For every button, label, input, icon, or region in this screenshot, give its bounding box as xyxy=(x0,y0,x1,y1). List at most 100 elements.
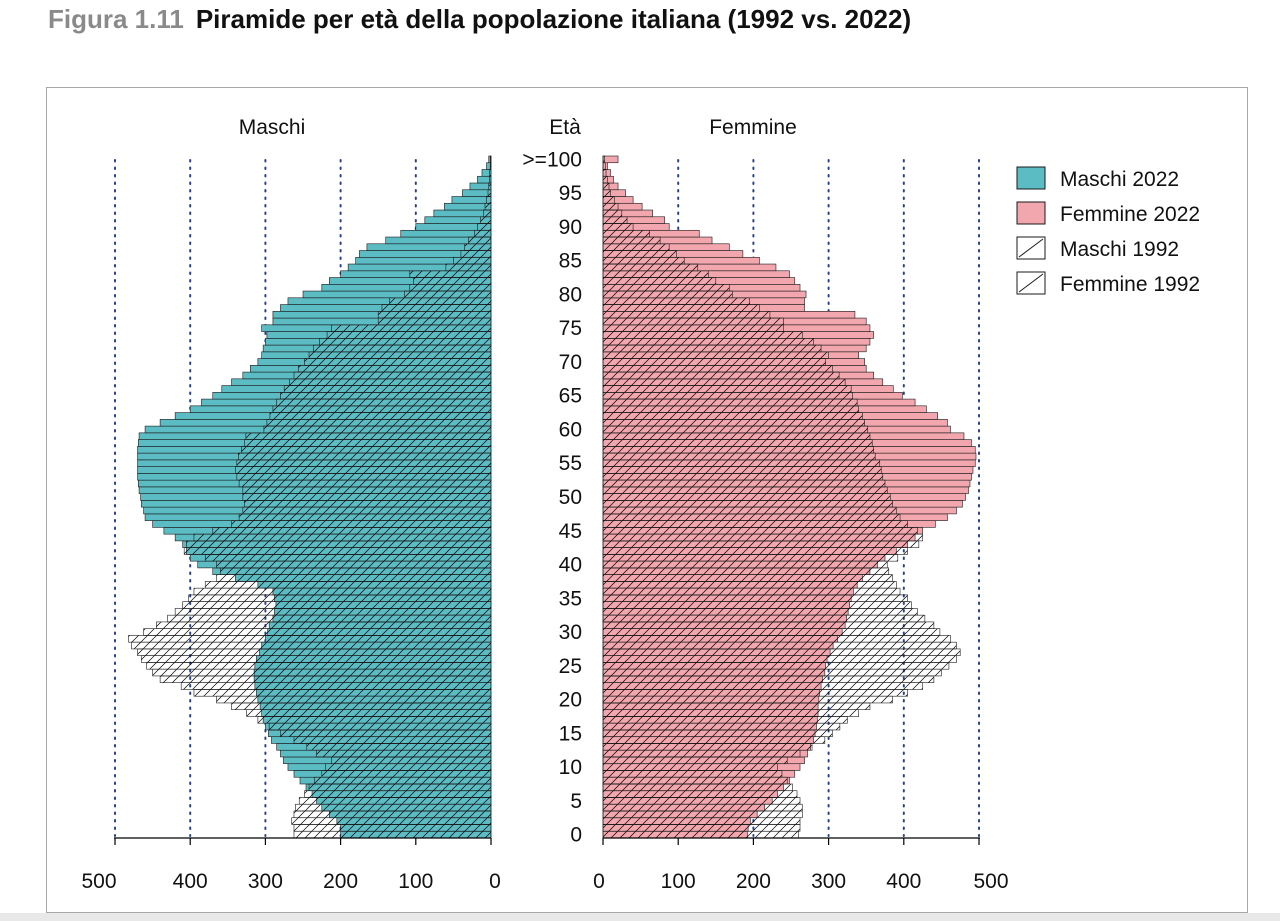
bar-femmine-1992 xyxy=(602,621,935,629)
bar-femmine-1992 xyxy=(602,439,873,447)
bar-maschi-1992 xyxy=(156,621,492,629)
bar-maschi-1992 xyxy=(409,270,492,278)
bar-maschi-1992 xyxy=(244,500,492,508)
bar-femmine-1992 xyxy=(602,196,615,204)
age-tick-label: 80 xyxy=(559,283,582,306)
x-tick-label-right: 200 xyxy=(736,870,771,893)
bar-maschi-1992 xyxy=(283,385,492,393)
bar-maschi-1992 xyxy=(280,729,492,738)
bar-femmine-1992 xyxy=(602,351,829,359)
bar-maschi-1992 xyxy=(182,601,492,609)
bar-femmine-1992 xyxy=(602,540,920,548)
bar-maschi-1992 xyxy=(291,817,492,825)
bar-maschi-1992 xyxy=(231,702,492,711)
age-tick-label: 75 xyxy=(559,317,582,340)
bar-femmine-1992 xyxy=(602,527,918,535)
bar-femmine-1992 xyxy=(602,331,803,339)
bar-maschi-1992 xyxy=(266,419,492,427)
bar-femmine-1992 xyxy=(602,675,935,683)
bar-femmine-1992 xyxy=(602,506,897,515)
bar-maschi-1992 xyxy=(268,722,492,731)
bar-femmine-1992 xyxy=(602,776,788,785)
bar-femmine-1992 xyxy=(602,655,957,663)
bar-maschi-1992 xyxy=(180,682,492,690)
bar-maschi-2022 xyxy=(433,209,492,218)
bar-femmine-1992 xyxy=(602,729,833,738)
bar-maschi-1992 xyxy=(141,655,492,663)
bar-maschi-1992 xyxy=(404,290,492,299)
x-tick-label-left: 400 xyxy=(173,870,208,893)
bar-maschi-1992 xyxy=(389,297,492,305)
bar-maschi-1992 xyxy=(381,304,492,312)
bar-maschi-2022 xyxy=(477,175,492,184)
bar-maschi-1992 xyxy=(137,648,492,656)
bar-femmine-1992 xyxy=(602,682,923,690)
bar-maschi-1992 xyxy=(257,716,492,724)
bar-maschi-1992 xyxy=(413,277,492,285)
bar-femmine-1992 xyxy=(602,473,884,481)
right-panel-label: Femmine xyxy=(709,116,797,139)
bar-femmine-1992 xyxy=(602,803,803,812)
female-bars xyxy=(602,155,977,839)
bar-maschi-1992 xyxy=(308,351,492,359)
bar-femmine-1992 xyxy=(602,736,826,744)
bar-femmine-1992 xyxy=(602,554,899,562)
bar-maschi-1992 xyxy=(484,202,492,211)
bar-maschi-1992 xyxy=(445,263,492,272)
bar-maschi-1992 xyxy=(219,567,492,575)
bar-maschi-1992 xyxy=(293,371,492,380)
bar-femmine-1992 xyxy=(602,338,814,346)
bar-maschi-1992 xyxy=(313,776,492,785)
bar-maschi-1992 xyxy=(377,317,492,326)
bar-femmine-1992 xyxy=(602,722,841,731)
bar-maschi-1992 xyxy=(242,493,492,501)
age-tick-label: 60 xyxy=(559,418,582,441)
right-x-ticks: 0 100 200 300 400 500 xyxy=(593,838,1009,893)
bar-maschi-1992 xyxy=(244,439,492,447)
bar-maschi-1992 xyxy=(146,662,492,670)
bar-femmine-1992 xyxy=(602,263,699,272)
bar-maschi-1992 xyxy=(276,398,492,407)
age-tick-label: 55 xyxy=(559,452,582,475)
x-tick-label-right: 500 xyxy=(973,870,1008,893)
bar-femmine-1992 xyxy=(602,790,798,798)
bar-maschi-1992 xyxy=(298,797,492,805)
bar-maschi-1992 xyxy=(238,452,492,461)
x-tick-label-right: 300 xyxy=(811,870,846,893)
bar-femmine-1992 xyxy=(602,189,611,197)
bar-femmine-1992 xyxy=(602,304,760,312)
bar-femmine-2022 xyxy=(602,155,619,164)
bar-femmine-1992 xyxy=(602,236,661,245)
bar-femmine-1992 xyxy=(602,648,961,656)
bar-femmine-1992 xyxy=(602,756,788,765)
age-tick-label: 70 xyxy=(559,351,582,374)
bar-femmine-1992 xyxy=(602,250,677,258)
bar-maschi-1992 xyxy=(319,338,492,346)
bar-femmine-1992 xyxy=(602,209,623,218)
bar-femmine-1992 xyxy=(602,513,901,521)
chart-frame: 0 100 200 300 400 500 0 100 200 300 400 500 0 5 10 15… xyxy=(46,87,1248,913)
bar-femmine-1992 xyxy=(602,446,875,454)
bar-femmine-1992 xyxy=(602,702,871,711)
bar-maschi-1992 xyxy=(304,358,492,366)
bar-maschi-1992 xyxy=(308,783,492,792)
bar-femmine-1992 xyxy=(602,770,783,778)
bar-femmine-1992 xyxy=(602,763,778,771)
legend: Maschi 2022 Femmine 2022 Maschi 1992 Femmin… xyxy=(1016,166,1200,296)
bar-femmine-1992 xyxy=(602,385,852,393)
left-x-ticks: 0 100 200 300 400 500 xyxy=(81,838,501,893)
bar-femmine-1992 xyxy=(602,783,793,792)
bar-maschi-1992 xyxy=(238,479,492,488)
figure-number: Figura 1.11 xyxy=(48,4,184,34)
bar-maschi-1992 xyxy=(306,743,492,751)
bar-femmine-1992 xyxy=(602,256,685,265)
bar-femmine-1992 xyxy=(602,797,801,805)
bar-femmine-1992 xyxy=(602,297,750,305)
bar-maschi-1992 xyxy=(331,324,492,332)
bar-maschi-1992 xyxy=(216,574,492,582)
bar-maschi-1992 xyxy=(204,581,492,589)
age-tick-label: 10 xyxy=(559,756,582,779)
bar-femmine-1992 xyxy=(602,493,891,501)
bar-femmine-1992 xyxy=(602,243,670,251)
bar-femmine-1992 xyxy=(602,452,876,461)
